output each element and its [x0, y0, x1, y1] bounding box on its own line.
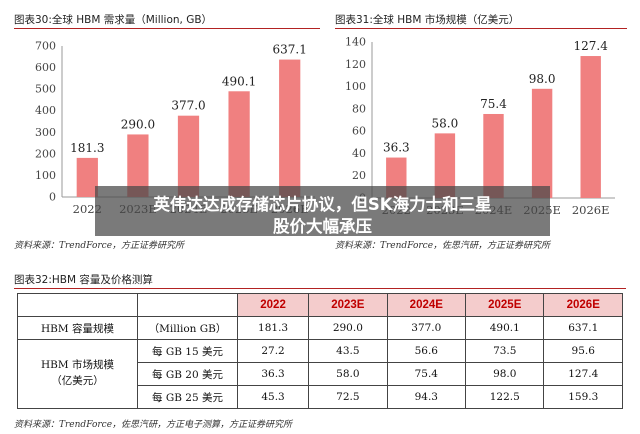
bar: [279, 59, 301, 198]
table-cell: 73.5: [465, 339, 545, 363]
bar: [483, 113, 504, 198]
bar: [580, 56, 601, 198]
chart31-source: 资料来源：TrendForce，佐思汽研，方正证券研究所: [335, 241, 551, 251]
bar: [127, 134, 149, 197]
table-cell: 36.3: [236, 362, 310, 386]
bar: [177, 115, 200, 197]
table-row: 每 GB 25 美元 45.3 72.5 94.3 122.5 159.3: [18, 385, 623, 409]
chart31-title: 图表31:全球 HBM 市场规模（亿美元）: [335, 14, 520, 26]
bar-value-label: 98.0: [529, 72, 556, 86]
y-tick-label: 60: [352, 125, 366, 138]
table-header-year: 2023E: [308, 293, 388, 317]
table-cell: 56.6: [386, 339, 467, 363]
table-header-year: 2024E: [386, 293, 467, 317]
bar: [434, 133, 456, 198]
bar: [531, 88, 553, 198]
table-header-blank: [137, 293, 238, 317]
row-group-label: HBM 容量规模: [17, 316, 138, 340]
table-cell: 72.5: [308, 385, 388, 409]
table-cell: 159.3: [543, 385, 623, 409]
row-label: （Million GB）: [137, 316, 238, 340]
y-tick-label: 300: [35, 126, 56, 139]
bar: [228, 91, 250, 197]
hbm-capacity-price-table: 2022 2023E 2024E 2025E 2026E HBM 容量规模 （M…: [17, 293, 623, 409]
table-cell: 43.5: [308, 339, 388, 363]
table-header-year: 2025E: [465, 293, 545, 317]
y-tick-label: 600: [35, 61, 56, 74]
y-tick-label: 140: [345, 36, 366, 49]
bar-value-label: 36.3: [383, 141, 410, 155]
table-cell: 181.3: [236, 316, 310, 340]
table-cell: 290.0: [308, 316, 388, 340]
bar-value-label: 75.4: [480, 97, 507, 111]
x-tick-label: 2026E: [572, 203, 610, 217]
row-group-label: HBM 市场规模 （亿美元）: [17, 339, 138, 409]
table-cell: 377.0: [386, 316, 467, 340]
bar-value-label: 58.0: [432, 116, 459, 130]
headline-line-1: 英伟达达成存储芯片协议，但SK海力士和三星: [153, 195, 492, 214]
table-row: HBM 容量规模 （Million GB） 181.3 290.0 377.0 …: [17, 316, 623, 340]
table-cell: 490.1: [465, 316, 545, 340]
y-tick-label: 500: [35, 83, 56, 96]
y-tick-label: 400: [35, 104, 56, 117]
table-row: HBM 市场规模 （亿美元） 每 GB 15 美元 27.2 43.5 56.6…: [17, 339, 623, 409]
bar-value-label: 290.0: [121, 117, 155, 131]
row-group-line: （亿美元）: [51, 375, 104, 387]
table32-title: 图表32:HBM 容量及价格测算: [14, 274, 153, 286]
table-cell: 637.1: [543, 316, 623, 340]
row-label: 每 GB 20 美元: [137, 362, 238, 386]
y-tick-label: 80: [352, 102, 366, 115]
y-tick-label: 0: [49, 191, 56, 204]
table-cell: 95.6: [543, 339, 623, 363]
table-cell: 45.3: [236, 385, 310, 409]
row-label: 每 GB 15 美元: [137, 339, 238, 363]
table-cell: 122.5: [465, 385, 545, 409]
table-cell: 27.2: [236, 339, 310, 363]
row-group-line: HBM 市场规模: [41, 359, 114, 372]
bar: [76, 157, 98, 197]
table-cell: 127.4: [543, 362, 623, 386]
bar-value-label: 377.0: [171, 99, 205, 113]
chart30-title-rule: [14, 28, 320, 29]
table32-source: 资料来源：TrendForce，佐思汽研，方正电子测算，方正证券研究所: [14, 420, 293, 430]
bar-value-label: 127.4: [574, 39, 609, 53]
table-cell: 75.4: [386, 362, 467, 386]
bar-value-label: 181.3: [70, 141, 104, 155]
table32-title-rule: [14, 288, 626, 289]
bar-value-label: 490.1: [222, 74, 256, 88]
row-label: 每 GB 25 美元: [137, 385, 238, 409]
y-tick-label: 200: [35, 147, 56, 160]
table-cell: 58.0: [308, 362, 388, 386]
table-cell: 98.0: [465, 362, 545, 386]
y-tick-label: 20: [352, 169, 366, 182]
headline-overlay: [95, 186, 550, 236]
y-tick-label: 40: [352, 147, 366, 160]
y-tick-label: 100: [35, 169, 56, 182]
y-tick-label: 100: [345, 80, 366, 93]
table-header-year: 2022: [236, 293, 310, 317]
chart31-plot: 02040608010012014036.3202258.02023E75.42…: [345, 36, 615, 217]
table-row: 每 GB 20 美元 36.3 58.0 75.4 98.0 127.4: [18, 362, 623, 386]
y-tick-label: 120: [345, 58, 366, 71]
x-tick-label: 2022: [73, 202, 102, 216]
headline-line-2: 股价大幅承压: [273, 217, 372, 236]
table-cell: 94.3: [386, 385, 467, 409]
chart30-title: 图表30:全球 HBM 需求量（Million, GB）: [14, 14, 213, 26]
chart31-title-rule: [335, 28, 627, 29]
table-header-row: 2022 2023E 2024E 2025E 2026E: [17, 293, 623, 317]
bar-value-label: 637.1: [273, 43, 307, 57]
table-header-blank: [17, 293, 138, 317]
chart30-source: 资料来源：TrendForce，方正证券研究所: [14, 241, 185, 251]
y-tick-label: 700: [35, 40, 56, 53]
table-header-year: 2026E: [543, 293, 623, 317]
